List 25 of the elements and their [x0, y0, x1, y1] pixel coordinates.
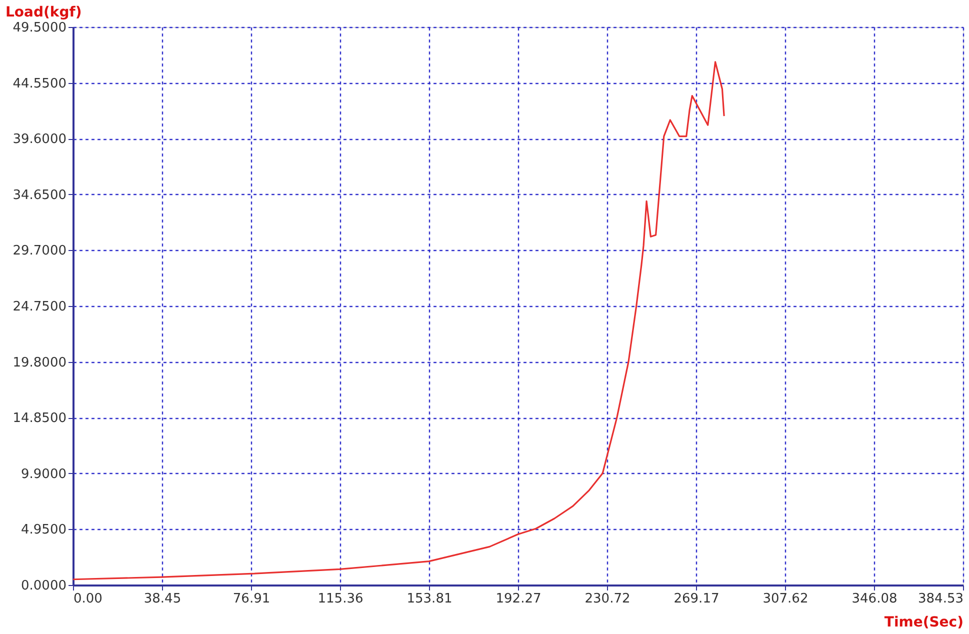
- x-axis-title: Time(Sec): [884, 614, 964, 630]
- x-tick-label: 153.81: [406, 592, 452, 606]
- x-tick-label: 192.27: [496, 592, 542, 606]
- y-tick-label: 49.5000: [12, 20, 66, 36]
- y-tick-label: 14.8500: [12, 411, 66, 426]
- y-tick-label: 4.9500: [21, 522, 66, 538]
- line-series: [72, 61, 725, 580]
- x-tick-label: 230.72: [584, 592, 630, 606]
- y-tick-label: 39.6000: [12, 132, 66, 148]
- x-tick-label: 269.17: [674, 592, 720, 606]
- y-tick-label: 0.0000: [21, 578, 66, 594]
- x-tick-label: 307.62: [762, 592, 808, 606]
- y-tick-label: 19.8000: [12, 355, 66, 370]
- y-tick-label: 9.9000: [21, 466, 66, 482]
- y-axis-title: Load(kgf): [6, 4, 82, 20]
- y-tick-label: 44.5500: [12, 76, 66, 92]
- x-tick-label: 38.45: [144, 592, 182, 606]
- x-tick-label: 0.00: [74, 592, 102, 606]
- y-tick-label: 34.6500: [12, 188, 66, 203]
- x-tick-label: 76.91: [232, 592, 270, 606]
- y-tick-label: 24.7500: [12, 300, 66, 314]
- y-tick-label: 29.7000: [12, 244, 66, 259]
- x-tick-label: 115.36: [318, 592, 364, 606]
- x-tick-label: 346.08: [852, 592, 898, 606]
- x-tick-label: 384.53: [918, 592, 964, 606]
